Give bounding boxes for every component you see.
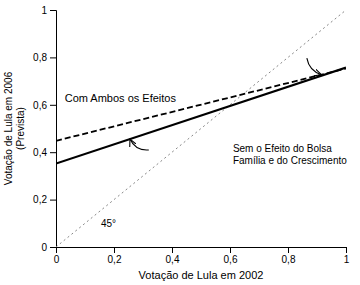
- chart-container: 0 0,2 0,4 0,6 0,8 1 0 0,2 0,4 0,6 0,8 1 Com Ambos os…: [0, 0, 360, 285]
- tick-mark: [50, 105, 56, 106]
- axis-line: [50, 11, 57, 248]
- tick-mark: [172, 247, 173, 253]
- tick-label: 0,6: [33, 100, 47, 111]
- tick-mark: [50, 57, 56, 58]
- axis-line: [57, 248, 347, 254]
- line: [56, 69, 346, 141]
- tick-label: 0,4: [33, 147, 47, 158]
- tick-label: 0,8: [282, 254, 296, 265]
- tick-label: 0,8: [33, 52, 47, 63]
- annotation-line: Com Ambos os Efeitos: [65, 92, 177, 104]
- tick: 0,8: [282, 247, 296, 265]
- annotation-line: Família e do Crescimento: [233, 155, 347, 166]
- tick-label: 1: [344, 254, 350, 265]
- tick-mark: [50, 152, 56, 153]
- line: [56, 10, 346, 247]
- tick-mark: [288, 247, 289, 253]
- tick: 0,6: [33, 100, 56, 111]
- y-axis: 0 0,2 0,4 0,6 0,8 1: [33, 5, 56, 253]
- arrow: [130, 139, 149, 150]
- tick: 0,2: [33, 194, 56, 205]
- tick-label: 0,4: [166, 254, 180, 265]
- annotation: Sem o Efeito do BolsaFamília e do Cresci…: [233, 143, 347, 166]
- tick-mark: [50, 200, 56, 201]
- tick: 1: [344, 247, 350, 265]
- y-axis-title: Votação de Lula em 2006(Prevista): [3, 71, 26, 185]
- tick: 0,2: [108, 247, 122, 265]
- tick-label: 0,2: [108, 254, 122, 265]
- tick-mark: [50, 247, 56, 248]
- line: [56, 68, 346, 164]
- annotation: 45°: [101, 218, 116, 229]
- tick: 0,8: [33, 52, 56, 63]
- tick-mark: [114, 247, 115, 253]
- tick-label: 0: [41, 242, 47, 253]
- tick: 0: [54, 247, 60, 265]
- annotation: Com Ambos os Efeitos: [65, 92, 177, 104]
- tick-label: 0,2: [33, 194, 47, 205]
- tick: 0,4: [166, 247, 180, 265]
- tick-mark: [230, 247, 231, 253]
- tick: 1: [41, 5, 56, 16]
- tick-label: 1: [41, 5, 47, 16]
- tick-mark: [346, 247, 347, 253]
- annotation-line: 45°: [101, 218, 116, 229]
- plot: 0 0,2 0,4 0,6 0,8 1 0 0,2 0,4 0,6 0,8 1 Com Ambos os…: [3, 5, 350, 281]
- y-axis-title-line: (Prevista): [15, 107, 26, 150]
- x-axis-title: Votação de Lula em 2002: [139, 269, 264, 281]
- x-axis: 0 0,2 0,4 0,6 0,8 1: [54, 247, 350, 265]
- tick-label: 0,6: [224, 254, 238, 265]
- tick: 0,4: [33, 147, 56, 158]
- tick-label: 0: [54, 254, 60, 265]
- y-axis-title-line: Votação de Lula em 2006: [3, 71, 14, 185]
- tick: 0: [41, 242, 56, 253]
- tick: 0,6: [224, 247, 238, 265]
- lines: [56, 10, 346, 247]
- annotation-line: Sem o Efeito do Bolsa: [233, 143, 332, 154]
- arrow: [307, 58, 322, 75]
- chart: 0 0,2 0,4 0,6 0,8 1 0 0,2 0,4 0,6 0,8 1 Com Ambos os…: [0, 0, 360, 285]
- tick-mark: [50, 10, 56, 11]
